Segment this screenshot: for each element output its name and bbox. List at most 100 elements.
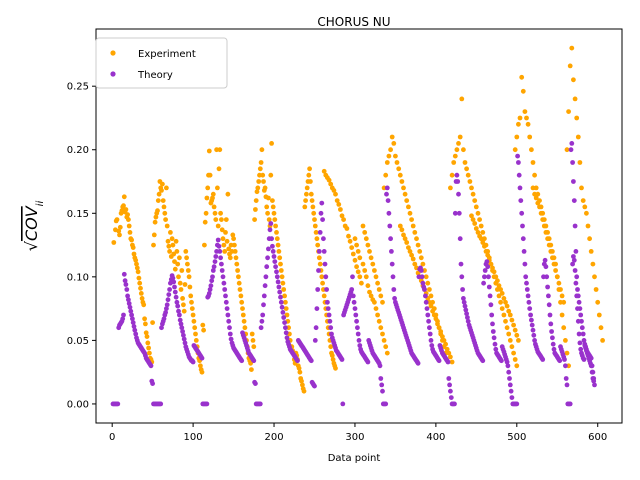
data-point-experiment: [301, 388, 307, 394]
data-point-experiment: [472, 198, 478, 204]
data-point-theory: [488, 302, 494, 308]
data-point-experiment: [386, 153, 392, 159]
data-point-theory: [383, 401, 389, 407]
data-point-theory: [133, 331, 139, 337]
data-point-experiment: [317, 261, 323, 267]
data-point-theory: [181, 336, 187, 342]
data-point-experiment: [185, 268, 191, 273]
data-point-experiment: [321, 168, 327, 174]
data-point-theory: [320, 217, 325, 223]
data-point-experiment: [378, 293, 384, 299]
data-point-experiment: [238, 293, 244, 299]
data-point-experiment: [598, 325, 604, 331]
x-tick-label: 500: [507, 432, 526, 443]
data-point-theory: [130, 316, 135, 322]
data-point-experiment: [138, 291, 144, 296]
data-point-experiment: [181, 308, 187, 314]
data-point-experiment: [200, 322, 206, 328]
data-point-theory: [328, 325, 334, 331]
data-point-experiment: [193, 331, 198, 337]
data-point-experiment: [402, 191, 408, 197]
data-point-experiment: [469, 185, 474, 191]
data-point-experiment: [389, 134, 395, 140]
data-point-experiment: [299, 378, 304, 384]
data-point-experiment: [257, 166, 263, 172]
data-point-experiment: [561, 325, 567, 331]
data-point-experiment: [457, 134, 463, 140]
data-point-experiment: [507, 312, 513, 318]
data-point-experiment: [319, 274, 325, 280]
data-point-experiment: [165, 238, 171, 244]
data-point-experiment: [280, 280, 286, 286]
data-point-theory: [550, 341, 556, 347]
data-point-experiment: [368, 293, 374, 299]
data-point-experiment: [582, 204, 588, 210]
data-point-theory: [446, 376, 452, 381]
data-point-experiment: [230, 232, 236, 238]
data-point-experiment: [276, 249, 282, 254]
data-point-theory: [524, 287, 530, 292]
data-point-experiment: [129, 237, 135, 243]
data-point-theory: [354, 318, 359, 324]
data-point-experiment: [186, 274, 192, 280]
data-point-experiment: [596, 312, 602, 318]
data-point-theory: [329, 331, 334, 337]
data-point-experiment: [563, 338, 568, 343]
data-point-experiment: [443, 341, 448, 347]
data-point-theory: [563, 376, 569, 381]
data-point-experiment: [561, 299, 567, 305]
data-point-theory: [223, 293, 228, 299]
data-point-theory: [423, 293, 428, 299]
data-point-theory: [177, 317, 183, 323]
data-point-experiment: [241, 318, 247, 324]
data-point-experiment: [430, 308, 435, 314]
y-tick-label: 0.25: [67, 82, 89, 93]
data-point-experiment: [461, 147, 466, 153]
data-point-experiment: [404, 198, 410, 204]
data-point-theory: [577, 340, 583, 346]
data-point-experiment: [496, 283, 502, 289]
data-point-experiment: [182, 282, 188, 287]
data-point-theory: [571, 179, 576, 184]
data-point-experiment: [355, 249, 361, 254]
data-point-experiment: [262, 185, 268, 191]
data-point-experiment: [464, 166, 469, 172]
data-point-theory: [325, 299, 330, 305]
data-point-theory: [454, 172, 460, 178]
data-point-theory: [208, 283, 214, 289]
data-point-theory: [276, 284, 282, 290]
data-point-theory: [209, 278, 215, 284]
data-point-experiment: [533, 195, 539, 201]
data-point-theory: [150, 381, 156, 386]
data-point-experiment: [498, 299, 503, 305]
data-point-experiment: [143, 321, 148, 327]
data-point-experiment: [136, 275, 142, 281]
data-point-theory: [295, 358, 300, 364]
data-point-experiment: [548, 249, 554, 254]
data-point-experiment: [256, 179, 262, 184]
data-point-theory: [532, 338, 537, 343]
data-point-experiment: [440, 334, 445, 339]
data-point-theory: [164, 302, 170, 308]
data-point-experiment: [151, 232, 157, 238]
data-point-experiment: [339, 213, 345, 219]
data-point-theory: [575, 287, 580, 292]
data-point-theory: [515, 153, 520, 159]
data-point-experiment: [144, 334, 150, 339]
data-point-experiment: [156, 191, 162, 197]
data-point-experiment: [228, 242, 234, 248]
data-point-experiment: [310, 204, 316, 210]
data-point-experiment: [532, 191, 537, 197]
data-point-theory: [570, 160, 575, 165]
data-point-theory: [581, 338, 587, 343]
data-point-experiment: [189, 306, 195, 311]
data-point-theory: [564, 382, 570, 388]
data-point-experiment: [159, 188, 164, 193]
data-point-experiment: [482, 243, 487, 249]
data-point-experiment: [312, 217, 317, 223]
data-point-experiment: [438, 329, 444, 334]
data-point-theory: [225, 312, 231, 318]
data-point-experiment: [433, 316, 439, 322]
data-point-theory: [129, 312, 135, 318]
data-point-experiment: [376, 287, 382, 292]
